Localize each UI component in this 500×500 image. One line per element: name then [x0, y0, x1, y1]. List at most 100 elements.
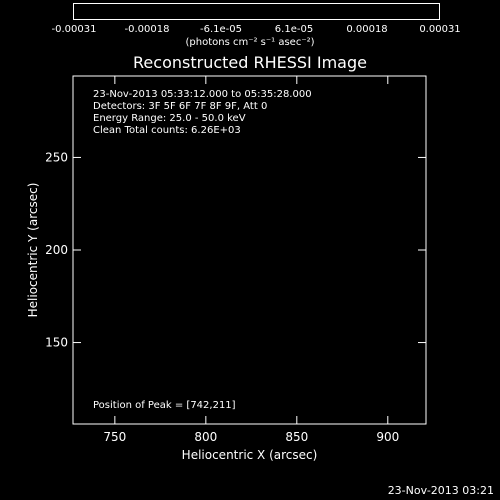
heatmap-cell: [158, 279, 165, 286]
heatmap-cell: [315, 245, 321, 251]
heatmap-cell: [173, 235, 180, 241]
heatmap-cell: [234, 115, 241, 122]
heatmap-cell: [158, 374, 165, 380]
heatmap-cell: [163, 115, 170, 122]
heatmap-cell: [98, 329, 104, 336]
heatmap-cell: [158, 379, 165, 385]
heatmap-cell: [83, 190, 89, 196]
heatmap-cell: [310, 250, 316, 256]
heatmap-cell: [310, 180, 316, 186]
heatmap-cell: [375, 155, 382, 162]
heatmap-cell: [73, 200, 79, 206]
heatmap-cell: [350, 110, 356, 117]
heatmap-cell: [88, 235, 94, 241]
heatmap-cell: [138, 230, 145, 236]
heatmap-cell: [385, 140, 392, 147]
heatmap-cell: [194, 304, 200, 311]
heatmap-cell: [138, 354, 145, 360]
heatmap-cell: [279, 180, 286, 186]
heatmap-cell: [304, 419, 311, 425]
heatmap-cell: [173, 200, 180, 206]
heatmap-cell: [93, 399, 99, 405]
heatmap-cell: [294, 240, 301, 246]
heatmap-cell: [274, 394, 281, 400]
heatmap-cell: [209, 240, 215, 246]
heatmap-cell: [183, 170, 190, 177]
heatmap-cell: [269, 334, 276, 341]
heatmap-cell: [118, 185, 125, 191]
heatmap-cell: [320, 200, 326, 206]
heatmap-cell: [345, 359, 351, 365]
heatmap-cell: [138, 259, 145, 266]
heatmap-cell: [158, 215, 165, 221]
heatmap-cell: [405, 399, 412, 405]
heatmap-cell: [284, 309, 291, 316]
heatmap-cell: [234, 150, 241, 157]
heatmap-cell: [345, 76, 351, 82]
heatmap-cell: [78, 409, 84, 415]
heatmap-cell: [279, 314, 286, 321]
heatmap-cell: [173, 130, 180, 137]
heatmap-cell: [194, 130, 200, 137]
heatmap-cell: [380, 250, 387, 256]
heatmap-cell: [133, 85, 140, 92]
heatmap-cell: [345, 100, 351, 107]
heatmap-cell: [410, 180, 417, 186]
heatmap-cell: [400, 215, 407, 221]
heatmap-cell: [173, 140, 180, 147]
heatmap-cell: [330, 245, 336, 251]
heatmap-cell: [375, 150, 382, 157]
heatmap-cell: [188, 155, 195, 162]
heatmap-cell: [400, 190, 407, 196]
heatmap-cell: [209, 319, 215, 326]
heatmap-cell: [269, 145, 276, 152]
heatmap-cell: [93, 329, 99, 336]
heatmap-cell: [375, 324, 382, 331]
heatmap-cell: [350, 399, 356, 405]
heatmap-cell: [370, 339, 377, 346]
heatmap-cell: [138, 359, 145, 365]
heatmap-cell: [259, 389, 266, 395]
heatmap-cell: [143, 334, 150, 341]
heatmap-cell: [299, 294, 306, 301]
heatmap-cell: [128, 110, 135, 117]
heatmap-cell: [395, 294, 402, 301]
heatmap-cell: [325, 155, 331, 162]
heatmap-cell: [335, 324, 341, 331]
heatmap-cell: [209, 414, 215, 420]
heatmap-cell: [158, 105, 165, 112]
heatmap-cell: [138, 314, 145, 321]
heatmap-cell: [335, 384, 341, 390]
heatmap-cell: [325, 180, 331, 186]
heatmap-cell: [320, 304, 326, 311]
heatmap-cell: [289, 324, 296, 331]
heatmap-cell: [133, 259, 140, 266]
heatmap-cell: [395, 364, 402, 370]
heatmap-cell: [410, 90, 417, 97]
heatmap-cell: [279, 245, 286, 251]
heatmap-cell: [390, 344, 397, 351]
heatmap-cell: [204, 85, 210, 92]
heatmap-cell: [310, 175, 316, 181]
heatmap-cell: [310, 165, 316, 172]
heatmap-cell: [289, 155, 296, 162]
heatmap-cell: [148, 230, 155, 236]
heatmap-cell: [400, 105, 407, 112]
heatmap-cell: [199, 354, 205, 360]
heatmap-cell: [279, 235, 286, 241]
heatmap-cell: [98, 200, 104, 206]
heatmap-cell: [118, 100, 125, 107]
heatmap-cell: [178, 369, 185, 375]
heatmap-cell: [168, 379, 175, 385]
heatmap-cell: [249, 76, 256, 82]
heatmap-cell: [264, 155, 271, 162]
heatmap-cell: [340, 334, 346, 341]
heatmap-cell: [138, 175, 145, 181]
heatmap-cell: [325, 115, 331, 122]
heatmap-cell: [173, 160, 180, 167]
heatmap-cell: [183, 259, 190, 266]
heatmap-cell: [365, 384, 372, 390]
heatmap-cell: [153, 76, 160, 82]
heatmap-cell: [148, 319, 155, 326]
heatmap-cell: [375, 309, 382, 316]
